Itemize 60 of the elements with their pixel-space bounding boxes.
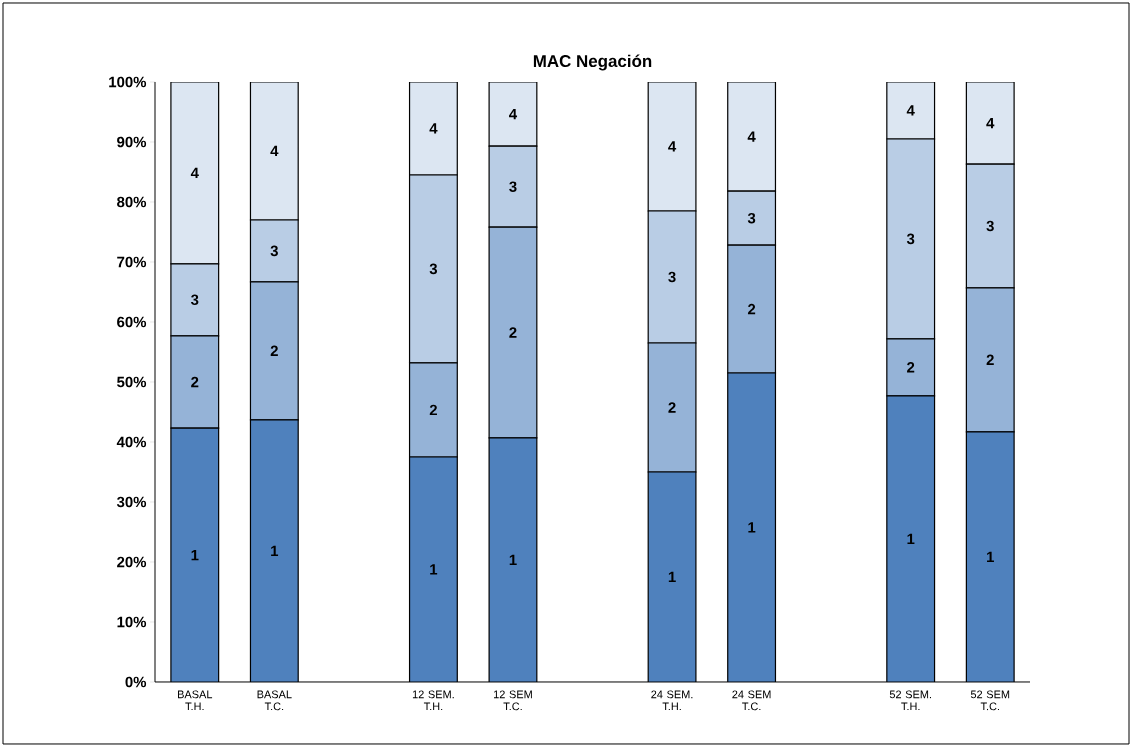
x-tick-label: BASAL T.C.	[257, 690, 292, 711]
series-label: 3	[747, 212, 756, 224]
text: 2	[509, 327, 517, 338]
text: 1	[987, 551, 994, 563]
text: 4	[509, 108, 518, 120]
text: 1	[668, 571, 676, 583]
text: 2	[270, 345, 278, 356]
bar	[965, 81, 1015, 165]
text: 3	[270, 245, 278, 257]
x-tick-label: 12 SEM T.C.	[494, 690, 532, 711]
y-tick-label: 90%	[117, 136, 147, 148]
x-tick-label: BASAL T.H.	[178, 690, 213, 711]
text: 3	[190, 294, 199, 306]
y-tick-label: 50%	[117, 376, 147, 388]
text: 1	[748, 522, 756, 533]
y-tick-label: 20%	[117, 556, 147, 568]
bar	[170, 81, 220, 265]
text: 1	[271, 545, 279, 557]
text: 3	[668, 271, 676, 283]
text: 3	[429, 263, 438, 275]
text: 2	[191, 376, 199, 388]
text: 3	[986, 220, 994, 232]
x-tick-label: 24 SEM. T.H.	[651, 690, 693, 711]
text: 3	[906, 233, 915, 245]
series-label: 1	[430, 564, 438, 575]
series-label: 2	[429, 404, 437, 416]
y-tick-label: 80%	[117, 196, 147, 208]
x-tick-label: 24 SEM T.C.	[732, 690, 771, 711]
text: 4	[986, 117, 995, 129]
x-tick-label: 52 SEM. T.H.	[889, 690, 932, 711]
y-tick-label: 40%	[116, 436, 147, 448]
y-tick-label: 30%	[116, 496, 147, 508]
text: 4	[747, 131, 756, 142]
y-tick-label: 0%	[125, 676, 147, 688]
bar	[647, 81, 697, 212]
x-tick-label: 52 SEM T.C.	[970, 690, 1010, 711]
y-tick-label: 60%	[117, 316, 147, 328]
series-label: 4	[190, 167, 199, 179]
text: 2	[907, 362, 915, 373]
text: 2	[668, 402, 676, 413]
text: 1	[191, 549, 199, 561]
bar	[488, 81, 538, 147]
text: 1	[509, 554, 517, 566]
text: 2	[747, 303, 756, 315]
bar	[727, 81, 777, 192]
chart-title: MAC Negación	[533, 54, 652, 71]
y-tick-label: 10%	[117, 616, 147, 628]
y-tick-label: 100%	[109, 76, 147, 88]
text: 3	[509, 181, 517, 192]
text: 4	[906, 105, 915, 116]
text: 4	[668, 141, 677, 152]
text: 2	[986, 354, 994, 365]
text: 4	[429, 123, 438, 134]
bar	[249, 81, 299, 221]
text: 1	[907, 533, 915, 545]
bar	[886, 81, 936, 140]
x-tick-label: 12 SEM. T.H.	[412, 690, 454, 711]
text: 4	[270, 145, 279, 157]
bar	[408, 81, 458, 176]
y-tick-label: 70%	[117, 256, 147, 268]
